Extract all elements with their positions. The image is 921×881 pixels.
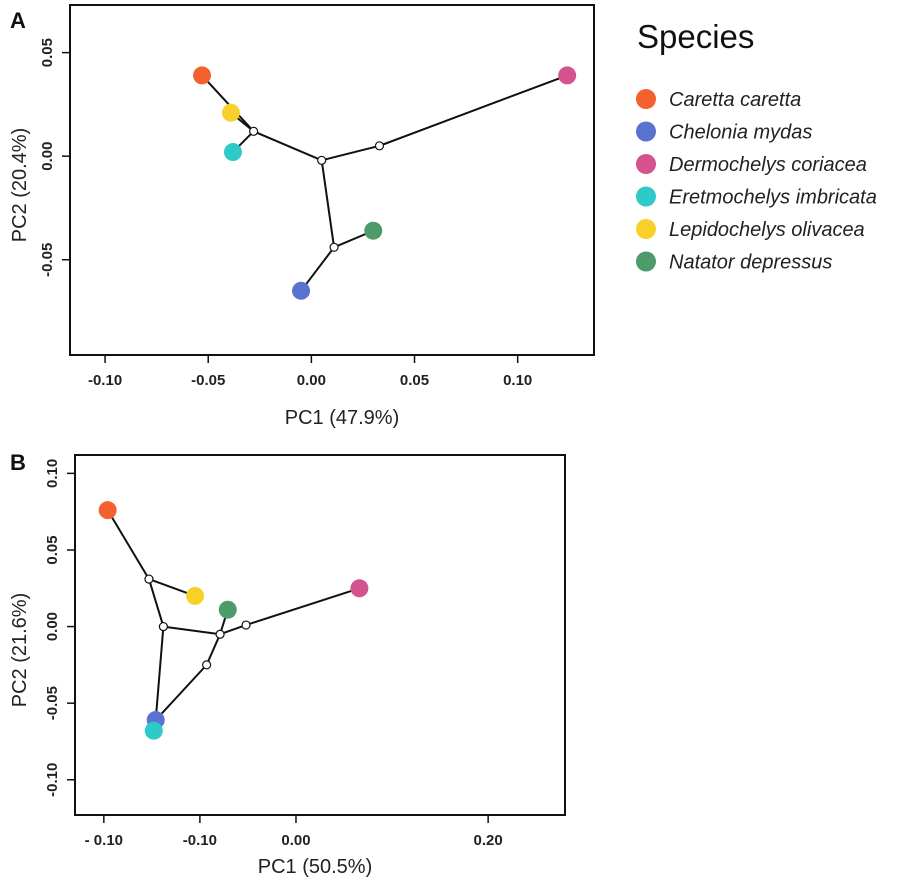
panel-b-y-tick-label: 0.05 bbox=[44, 535, 61, 564]
panel-a-frame bbox=[69, 4, 595, 356]
panel-b-tree-node bbox=[215, 629, 225, 639]
panel-a-y-tick-label: 0.00 bbox=[39, 142, 56, 171]
panel-a-tree-edge bbox=[300, 246, 335, 292]
panel-b-y-tick-label: 0.10 bbox=[44, 459, 61, 488]
legend-label-lepidochelys-olivacea: Lepidochelys olivacea bbox=[669, 219, 865, 241]
panel-b-x-tick-label: 0.20 bbox=[474, 832, 503, 849]
panel-a-x-axis-label: PC1 (47.9%) bbox=[285, 407, 400, 429]
legend-label-dermochelys-coriacea: Dermochelys coriacea bbox=[669, 154, 867, 176]
panel-a-x-tick-label: 0.10 bbox=[503, 372, 532, 389]
panel-a-point-eretmochelys-imbricata bbox=[223, 143, 242, 162]
panel-b-x-tick-label: -0.10 bbox=[183, 832, 217, 849]
panel-b-tree-edge bbox=[106, 509, 150, 580]
panel-a-x-tick-label: -0.05 bbox=[191, 372, 225, 389]
panel-b-x-tick-label: 0.00 bbox=[281, 832, 310, 849]
panel-b-tree-node bbox=[241, 620, 251, 630]
panel-a-y-tick-label: 0.05 bbox=[39, 38, 56, 67]
panel-b-tree-edge bbox=[154, 626, 165, 721]
panel-b-y-tick-label: -0.10 bbox=[44, 763, 61, 797]
panel-label-a: A bbox=[10, 8, 26, 33]
panel-b-point-caretta-caretta bbox=[98, 501, 117, 520]
panel-a-plot: -0.10 -0.05 0.00 0.05 0.10 -0.05 0.00 0.05 bbox=[39, 38, 577, 389]
panel-a-tree-node bbox=[329, 242, 339, 252]
panel-a-point-dermochelys-coriacea bbox=[558, 66, 577, 85]
legend-label-caretta-caretta: Caretta caretta bbox=[669, 89, 801, 111]
panel-b-plot: - 0.10 -0.10 0.00 0.20 -0.10 -0.05 0.00 0.05 0.1… bbox=[44, 459, 503, 849]
panel-b-tree-edge bbox=[148, 578, 165, 627]
panel-a-y-axis-label: PC2 (20.4%) bbox=[9, 128, 31, 243]
panel-a-x-tick-label: 0.00 bbox=[297, 372, 326, 389]
panel-b-point-dermochelys-coriacea bbox=[350, 579, 369, 598]
panel-a-tree-edge bbox=[320, 160, 336, 248]
panel-a-tree-edge bbox=[321, 144, 380, 162]
panel-a-y-tick-label: -0.05 bbox=[39, 243, 56, 277]
panel-a-tree-edge bbox=[253, 130, 323, 162]
legend-title: Species bbox=[637, 18, 754, 55]
panel-a-point-caretta-caretta bbox=[193, 66, 212, 85]
panel-a-x-tick-label: -0.10 bbox=[88, 372, 122, 389]
panel-b-tree-edge bbox=[245, 587, 360, 626]
panel-a-point-lepidochelys-olivacea bbox=[221, 103, 240, 122]
legend-label-eretmochelys-imbricata: Eretmochelys imbricata bbox=[669, 187, 877, 209]
panel-a-point-natator-depressus bbox=[364, 221, 383, 240]
legend-swatch-eretmochelys-imbricata bbox=[636, 186, 656, 207]
panel-b-point-lepidochelys-olivacea bbox=[186, 586, 205, 605]
panel-a-x-tick-label: 0.05 bbox=[400, 372, 429, 389]
panel-a-tree-node bbox=[317, 155, 327, 165]
panel-b-x-axis-label: PC1 (50.5%) bbox=[258, 856, 373, 878]
legend-swatch-lepidochelys-olivacea bbox=[636, 219, 656, 239]
panel-b-x-tick-label: - 0.10 bbox=[85, 832, 123, 849]
legend-swatch-chelonia-mydas bbox=[636, 121, 656, 142]
panel-b-tree-edge bbox=[205, 633, 221, 666]
panel-b-tree-node bbox=[144, 574, 154, 584]
legend-label-natator-depressus: Natator depressus bbox=[669, 252, 832, 274]
legend-swatch-caretta-caretta bbox=[636, 89, 656, 109]
panel-b-y-axis-label: PC2 (21.6%) bbox=[9, 593, 31, 708]
legend-label-chelonia-mydas: Chelonia mydas bbox=[669, 122, 812, 144]
panel-a-point-chelonia-mydas bbox=[292, 281, 311, 300]
panel-a-tree-node bbox=[249, 126, 259, 136]
legend-swatch-dermochelys-coriacea bbox=[636, 154, 656, 174]
panel-b-tree-edge bbox=[154, 664, 208, 721]
panel-a-tree-edge bbox=[379, 74, 568, 147]
panel-b-frame bbox=[74, 454, 566, 816]
legend-swatch-natator-depressus bbox=[636, 251, 656, 272]
panel-b-point-natator-depressus bbox=[218, 600, 237, 619]
panel-b-tree-node bbox=[202, 660, 212, 670]
panel-b-y-tick-label: 0.00 bbox=[44, 612, 61, 641]
panel-b-tree-node bbox=[158, 621, 168, 632]
panel-a-tree-node bbox=[374, 141, 385, 151]
panel-label-b: B bbox=[10, 450, 26, 475]
panel-b-tree-edge bbox=[163, 625, 221, 636]
legend: Species Caretta caretta Chelonia mydas Der… bbox=[636, 18, 877, 274]
panel-a-tree-edge bbox=[201, 74, 255, 133]
panel-b-point-eretmochelys-imbricata bbox=[144, 721, 163, 740]
panel-b-y-tick-label: -0.05 bbox=[44, 686, 61, 720]
